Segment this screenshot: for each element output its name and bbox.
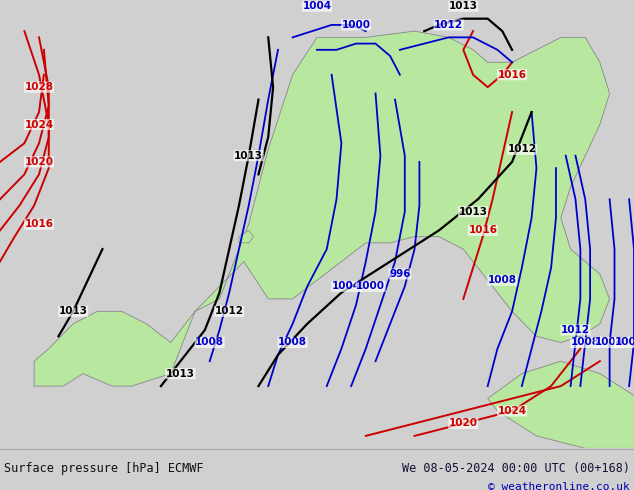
Text: Surface pressure [hPa] ECMWF: Surface pressure [hPa] ECMWF <box>4 462 204 475</box>
Polygon shape <box>239 230 254 243</box>
Text: 1028: 1028 <box>25 82 53 92</box>
Text: © weatheronline.co.uk: © weatheronline.co.uk <box>488 482 630 490</box>
Text: 1012: 1012 <box>215 306 243 317</box>
Text: 1013: 1013 <box>166 368 195 379</box>
Text: 1024: 1024 <box>498 406 527 416</box>
Polygon shape <box>488 361 634 448</box>
Text: 996: 996 <box>389 269 411 279</box>
Text: 1013: 1013 <box>234 151 263 161</box>
Text: 1012: 1012 <box>434 20 463 30</box>
Text: 1004: 1004 <box>302 1 332 11</box>
Text: 1020: 1020 <box>449 418 478 428</box>
Text: 1012: 1012 <box>507 145 536 154</box>
Text: 1008: 1008 <box>278 338 307 347</box>
Text: 1000: 1000 <box>342 20 370 30</box>
Text: 1012: 1012 <box>561 325 590 335</box>
Text: 1008: 1008 <box>571 338 600 347</box>
Polygon shape <box>34 31 610 386</box>
Text: 1013: 1013 <box>449 1 478 11</box>
Text: 1016: 1016 <box>25 219 53 229</box>
Text: 1016: 1016 <box>498 70 527 80</box>
Text: 1004: 1004 <box>332 281 361 292</box>
Text: 1000: 1000 <box>614 338 634 347</box>
Text: 1013: 1013 <box>458 207 488 217</box>
Text: 1004: 1004 <box>595 338 624 347</box>
Text: 1024: 1024 <box>25 120 54 129</box>
Text: 1016: 1016 <box>469 225 497 235</box>
Text: We 08-05-2024 00:00 UTC (00+168): We 08-05-2024 00:00 UTC (00+168) <box>402 462 630 475</box>
Text: 1008: 1008 <box>195 338 224 347</box>
Text: 1000: 1000 <box>356 281 385 292</box>
Text: 1013: 1013 <box>59 306 87 317</box>
Text: 1008: 1008 <box>488 275 517 285</box>
Text: 1020: 1020 <box>25 157 53 167</box>
